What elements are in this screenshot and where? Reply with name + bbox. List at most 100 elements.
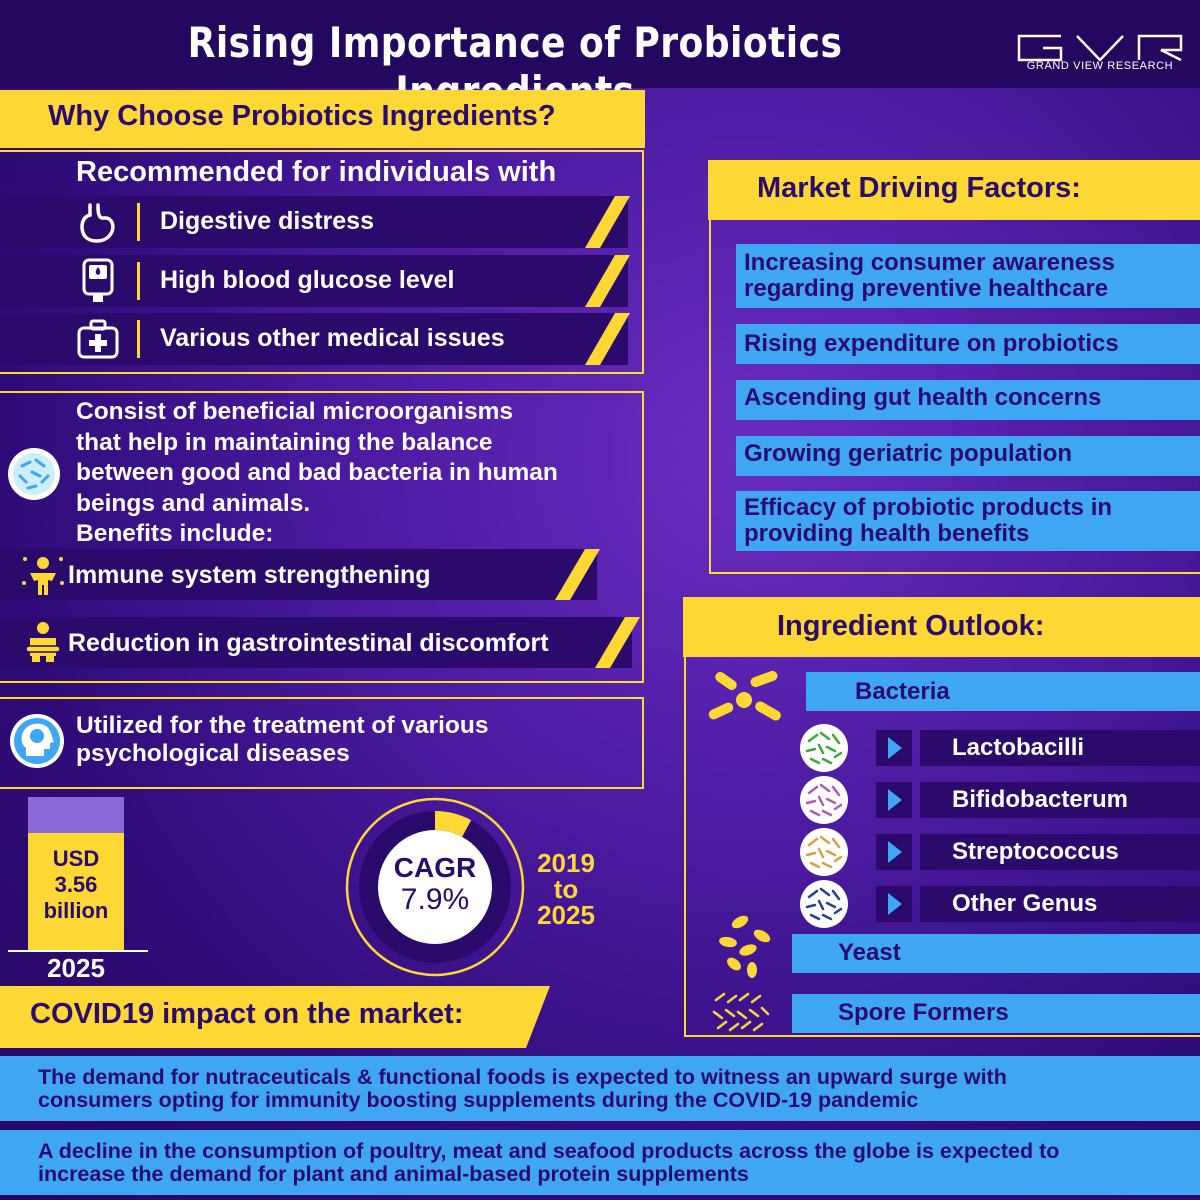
genus-label: Other Genus <box>920 886 1200 922</box>
market-size-baseline <box>8 950 148 952</box>
driver-line: Increasing consumer awareness <box>744 249 1115 276</box>
market-size-year: 2025 <box>47 953 105 983</box>
description-line: that help in maintaining the balance <box>76 428 493 456</box>
cagr-ring <box>345 797 525 977</box>
why-choose-banner <box>0 90 645 148</box>
genus-label: Bifidobacterum <box>920 782 1200 818</box>
genus-arrow-icon <box>876 886 912 922</box>
separator <box>137 203 140 241</box>
covid-banner <box>0 986 550 1048</box>
market-size-currency: USD <box>52 846 100 871</box>
row-accent-stripe <box>595 617 640 668</box>
stomach-icon <box>80 203 115 243</box>
psychological-panel <box>0 697 644 789</box>
genus-arrow-icon <box>876 834 912 870</box>
market-size-unit: billion <box>43 898 109 923</box>
ingredient-title: Ingredient Outlook: <box>777 610 1045 642</box>
psychological-line: Utilized for the treatment of various <box>76 712 489 739</box>
benefit-label: Immune system strengthening <box>68 561 431 589</box>
covid-impact-item: A decline in the consumption of poultry,… <box>0 1130 1200 1195</box>
row-accent-stripe <box>555 549 600 600</box>
genus-arrow-icon <box>876 730 912 766</box>
separator <box>137 320 140 358</box>
covid-impact-item: The demand for nutraceuticals & function… <box>0 1056 1200 1121</box>
covid-line: consumers opting for immunity boosting s… <box>38 1088 919 1112</box>
driver-item: Ascending gut health concerns <box>736 380 1200 420</box>
driver-line: Growing geriatric population <box>744 440 1073 467</box>
cagr-text: CAGR 7.9% <box>345 852 525 916</box>
genus-label: Streptococcus <box>920 834 1200 870</box>
bifidobacterum-icon <box>800 776 848 824</box>
covid-title: COVID19 impact on the market: <box>30 998 464 1030</box>
drivers-title: Market Driving Factors: <box>757 172 1081 204</box>
recommended-heading: Recommended for individuals with <box>76 156 557 188</box>
description-line: between good and bad bacteria in human <box>76 459 558 486</box>
condition-label: Digestive distress <box>160 207 374 235</box>
benefit-row <box>0 549 597 600</box>
separator <box>137 262 140 300</box>
driver-item: Growing geriatric population <box>736 436 1200 476</box>
benefits-heading: Benefits include: <box>76 520 274 547</box>
logo-text: GRAND VIEW RESEARCH <box>1026 60 1174 72</box>
covid-line: increase the demand for plant and animal… <box>38 1162 749 1186</box>
benefit-label: Reduction in gastrointestinal discomfort <box>68 629 549 657</box>
condition-label: Various other medical issues <box>160 324 505 352</box>
gvr-logo-icon <box>1017 34 1183 62</box>
lactobacilli-icon <box>800 724 848 772</box>
description-text: Consist of beneficial microorganisms tha… <box>76 397 558 550</box>
yeast-icon <box>719 915 771 978</box>
recommended-panel <box>0 150 644 374</box>
row-accent-stripe <box>585 255 630 307</box>
market-size-bar-top <box>28 797 124 833</box>
condition-label: High blood glucose level <box>160 266 455 294</box>
microorganism-icon <box>8 448 60 500</box>
driver-line: regarding preventive healthcare <box>744 275 1109 302</box>
cagr-arc <box>435 811 472 837</box>
bacteria-label: Bacteria <box>806 672 1200 711</box>
market-size-bar <box>28 833 124 950</box>
driver-line: Ascending gut health concerns <box>744 384 1102 411</box>
driver-line: Efficacy of probiotic products in <box>744 494 1113 521</box>
covid-line: The demand for nutraceuticals & function… <box>38 1065 1007 1089</box>
drivers-panel <box>709 220 1200 574</box>
cagr-period: 2019 to 2025 <box>528 850 604 928</box>
streptococcus-icon <box>800 828 848 876</box>
driver-line: Rising expenditure on probiotics <box>744 330 1119 357</box>
spore-formers-icon <box>712 992 770 1032</box>
condition-row <box>0 255 628 307</box>
cagr-label: CAGR <box>393 852 477 883</box>
spore-formers-label: Spore Formers <box>792 994 1200 1033</box>
header-bar <box>0 0 1200 88</box>
drivers-banner <box>708 160 1200 220</box>
brain-head-icon <box>10 714 64 768</box>
ingredient-panel <box>684 657 1200 1037</box>
market-size-value: USD 3.56 billion <box>28 846 124 924</box>
cagr-value: 7.9% <box>400 883 470 916</box>
row-accent-stripe <box>585 196 630 248</box>
market-size-number: 3.56 <box>54 872 98 897</box>
driver-line: providing health benefits <box>744 520 1030 547</box>
bacteria-icon <box>708 670 781 721</box>
psychological-text: Utilized for the treatment of various ps… <box>76 712 488 768</box>
period-start: 2019 <box>537 848 595 878</box>
description-panel <box>0 391 644 683</box>
period-end: 2025 <box>537 900 595 930</box>
immune-figure-icon <box>22 557 64 595</box>
description-line: beings and animals. <box>76 489 311 517</box>
description-line: Consist of beneficial microorganisms <box>76 398 514 425</box>
benefit-row <box>0 617 632 668</box>
driver-item: Rising expenditure on probiotics <box>736 324 1200 364</box>
genus-arrow-icon <box>876 782 912 818</box>
glucometer-icon <box>82 258 114 302</box>
driver-item: Efficacy of probiotic products in provid… <box>736 491 1200 551</box>
stomach-ache-icon <box>25 622 61 662</box>
yeast-label: Yeast <box>792 934 1200 973</box>
genus-label: Lactobacilli <box>920 730 1200 766</box>
first-aid-icon <box>77 319 119 359</box>
psychological-line: psychological diseases <box>76 740 350 767</box>
covid-line: A decline in the consumption of poultry,… <box>38 1139 1060 1163</box>
why-choose-title: Why Choose Probiotics Ingredients? <box>48 100 556 132</box>
other-genus-icon <box>800 880 848 928</box>
row-accent-stripe <box>585 313 630 365</box>
ingredient-banner <box>683 597 1200 657</box>
